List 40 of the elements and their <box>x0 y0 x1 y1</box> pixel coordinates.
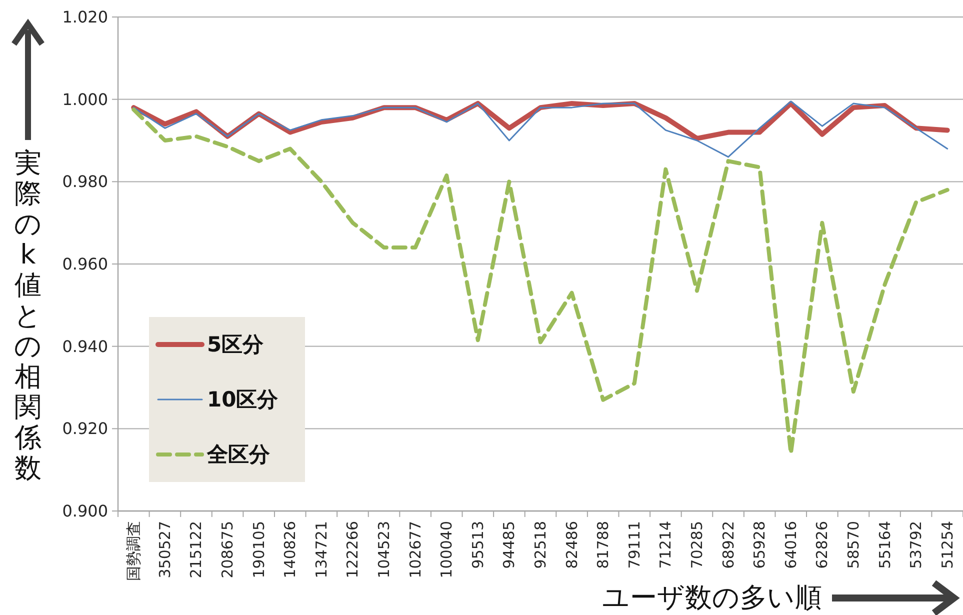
y-tick-label: 0.980 <box>62 172 108 192</box>
x-axis-title: ユーザ数の多い順 <box>602 582 822 614</box>
x-tick-label: 国勢調査 <box>124 521 143 581</box>
line-series <box>132 100 948 158</box>
x-tick-label: 104523 <box>375 521 394 578</box>
y-tick-label: 1.000 <box>62 90 108 109</box>
y-tick-label: 0.900 <box>62 502 108 520</box>
x-tick-label: 53792 <box>907 521 926 569</box>
x-tick-label: 208675 <box>218 521 237 578</box>
x-tick-label: 82486 <box>562 521 581 569</box>
x-tick-label: 64016 <box>782 521 800 569</box>
x-tick-label: 92518 <box>532 521 550 569</box>
x-tick-label: 350527 <box>156 521 174 578</box>
x-tick-label: 55164 <box>876 521 894 569</box>
x-tick-label: 190105 <box>250 521 268 578</box>
text: 実際のk値との相関係数 <box>14 148 42 484</box>
x-tick-label: 70285 <box>688 521 706 569</box>
y-tick-label: 0.940 <box>62 336 108 356</box>
x-tick-label: 134721 <box>312 521 330 578</box>
legend-label: 10区分 <box>207 388 280 412</box>
legend-label: 5区分 <box>207 332 265 356</box>
y-tick-label: 0.920 <box>62 419 108 438</box>
x-tick-label: 81788 <box>594 521 612 569</box>
x-tick-label: 122266 <box>344 521 362 578</box>
x-tick-label: 51254 <box>938 521 956 569</box>
x-tick-label: 58570 <box>844 521 862 569</box>
y-tick-label: 1.020 <box>62 8 108 26</box>
x-tick-label: 71214 <box>656 521 675 569</box>
x-tick-label: 100040 <box>438 521 456 578</box>
y-tick-label: 0.960 <box>62 254 108 274</box>
legend-label: 全区分 <box>206 442 271 466</box>
x-tick-label: 94485 <box>500 521 518 569</box>
x-tick-label: 62826 <box>813 521 832 569</box>
x-tick-label: 215122 <box>187 521 206 578</box>
x-tick-label: 140826 <box>281 521 300 578</box>
x-tick-label: 65928 <box>750 521 769 569</box>
x-tick-label: 79111 <box>625 521 644 569</box>
x-tick-label: 102677 <box>406 521 424 578</box>
x-tick-label: 95513 <box>468 521 487 569</box>
x-tick-label: 68922 <box>719 521 738 569</box>
